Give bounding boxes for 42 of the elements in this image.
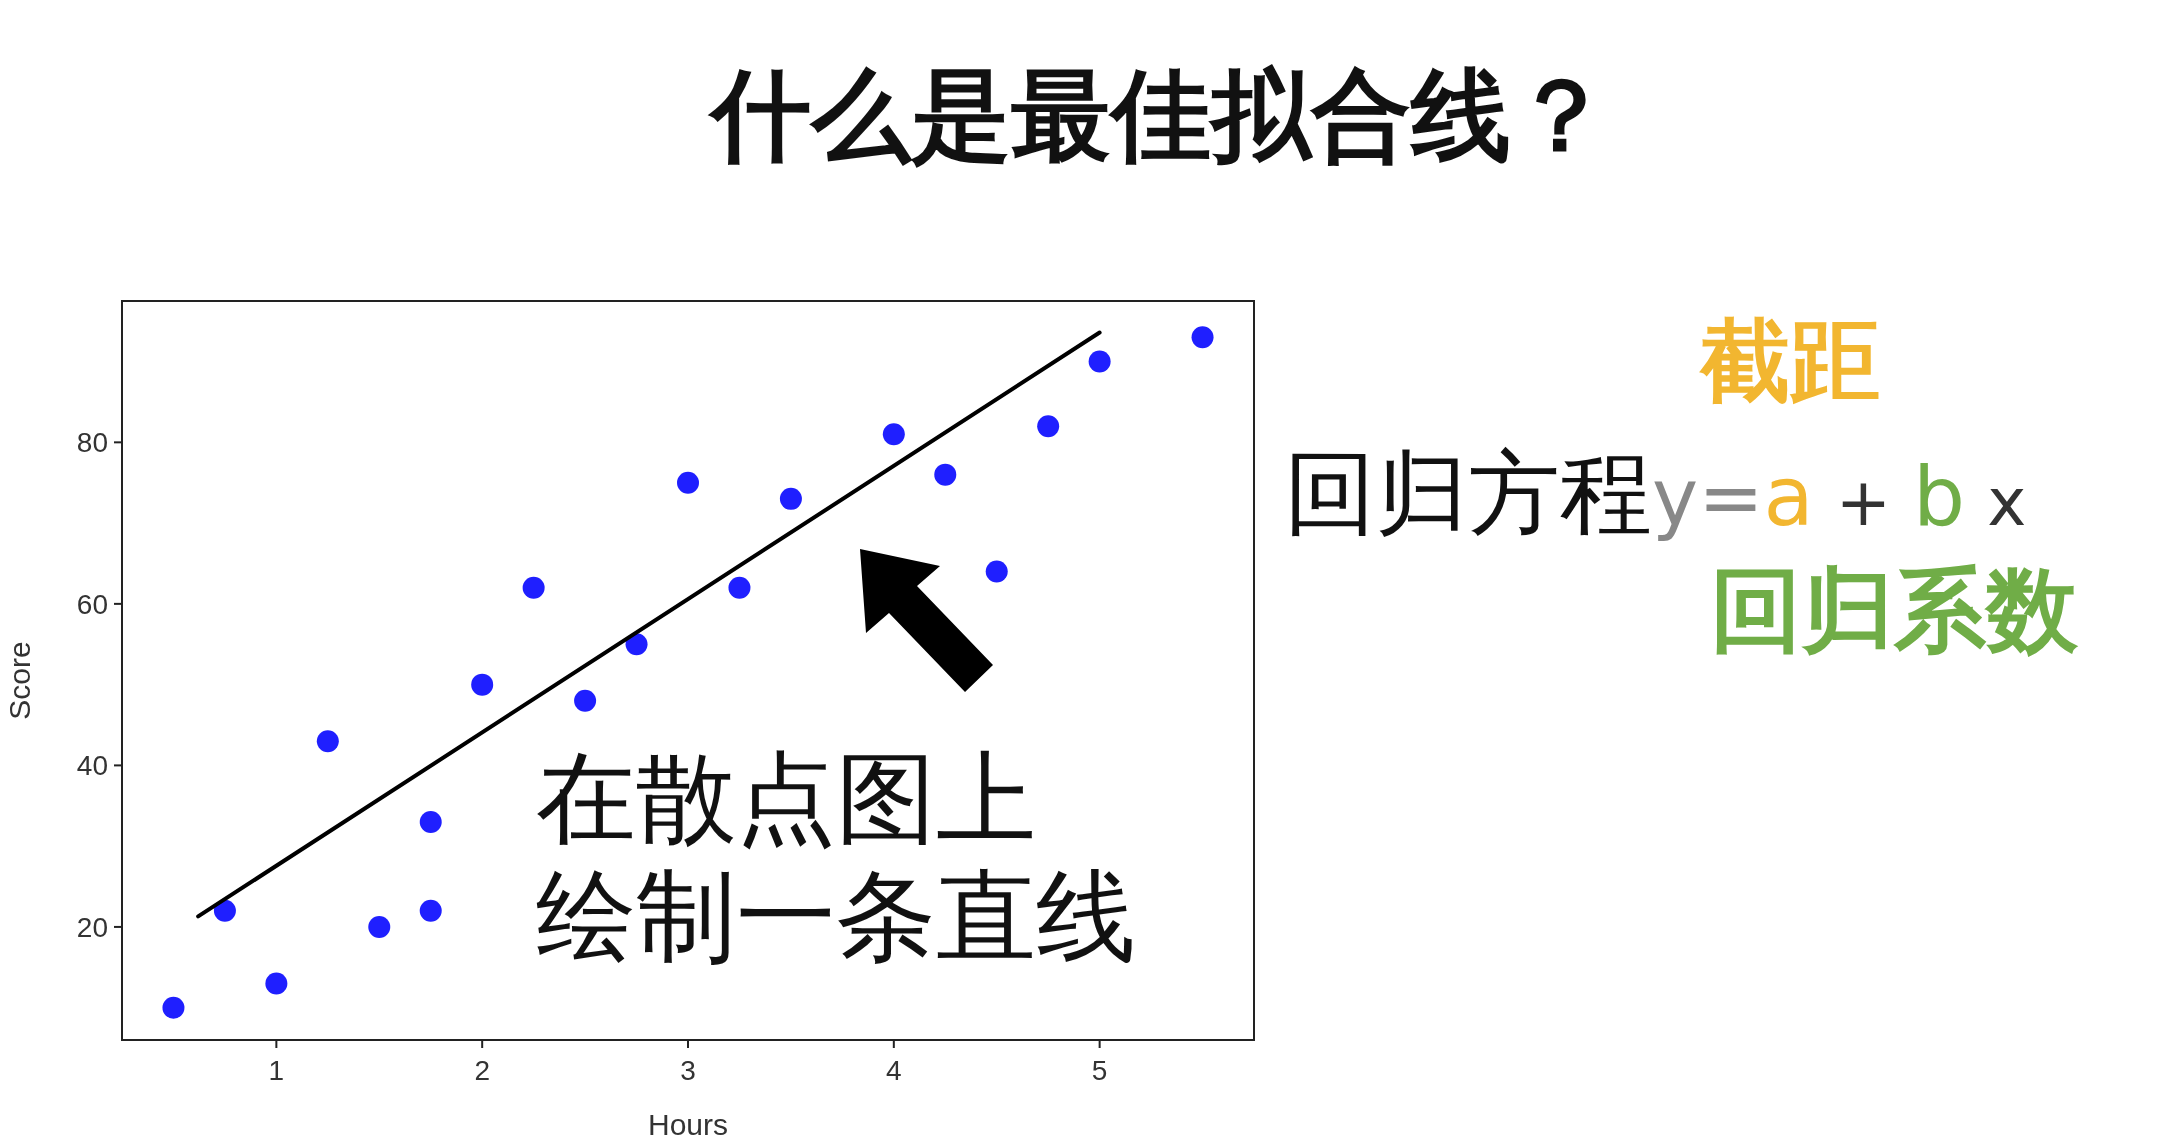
x-tick-label: 1 <box>268 1055 285 1086</box>
text: b <box>1913 449 1966 544</box>
point <box>934 463 957 486</box>
text: 回归方程 <box>1284 440 1652 547</box>
point <box>419 810 442 833</box>
point <box>162 996 185 1019</box>
point <box>728 576 751 599</box>
y-tick-label: 80 <box>76 427 108 459</box>
point <box>1191 326 1214 349</box>
x-tick-label: 5 <box>1091 1055 1108 1086</box>
point <box>779 487 802 510</box>
point <box>368 915 391 938</box>
annotation: 绘制一条直线 <box>536 858 1136 975</box>
y-tick-label: 40 <box>76 750 108 782</box>
point <box>882 423 905 446</box>
x-tick-label: 3 <box>680 1055 696 1086</box>
point <box>265 972 288 995</box>
point <box>419 899 442 922</box>
text: x <box>1987 464 2027 541</box>
x-tick-label: 2 <box>474 1055 490 1086</box>
x-tick-label: 4 <box>886 1055 902 1086</box>
point <box>677 471 699 494</box>
text: 回归系数 <box>1710 557 2079 664</box>
text: y= <box>1652 453 1764 543</box>
point <box>1088 350 1111 373</box>
text: + <box>1835 464 1892 541</box>
point <box>213 899 236 922</box>
y-tick-label: 20 <box>76 911 108 943</box>
point <box>625 633 648 656</box>
y-tick-label: 60 <box>76 588 108 620</box>
point <box>574 689 597 712</box>
point <box>1037 415 1060 438</box>
annotation: 在散点图上 <box>536 740 1036 857</box>
text: a <box>1763 449 1814 544</box>
text: 截距 <box>1699 308 1880 413</box>
y-axis-title: Score <box>3 641 36 720</box>
point <box>985 560 1008 583</box>
x-axis-title: Hours <box>647 1108 729 1141</box>
chart-title: 什么是最佳拟合线？ <box>707 59 1611 171</box>
point <box>522 576 545 599</box>
point <box>471 673 494 696</box>
point <box>316 730 339 753</box>
